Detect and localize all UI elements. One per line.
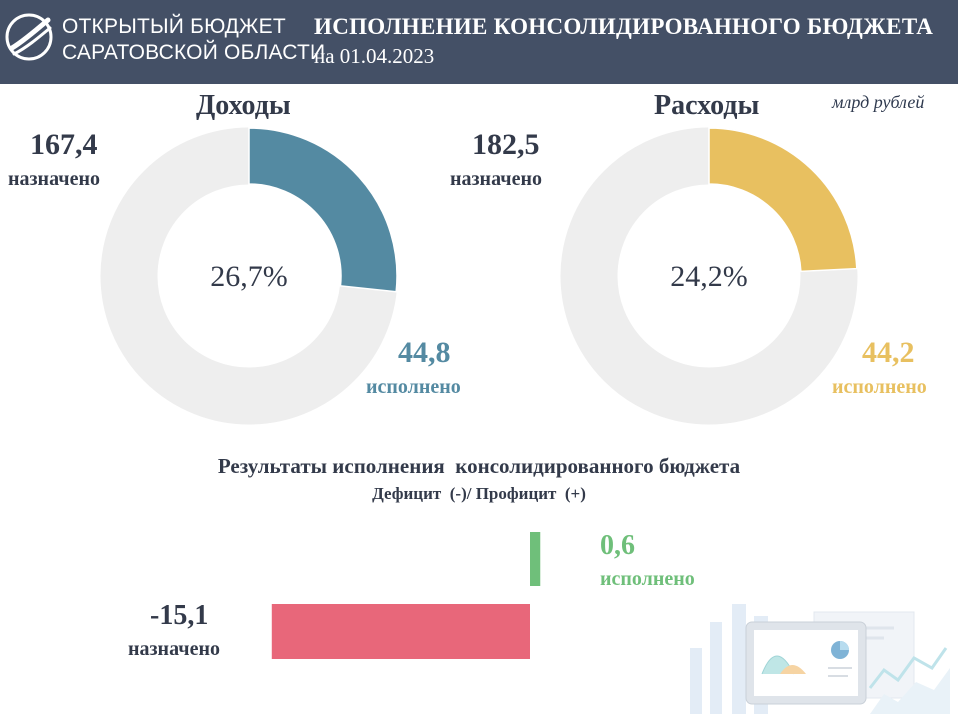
expense-executed-value: 44,2 bbox=[862, 336, 915, 369]
deficit-label: назначено bbox=[128, 638, 220, 660]
income-title: Доходы bbox=[196, 90, 291, 121]
open-budget-logo-icon bbox=[5, 13, 53, 61]
surplus-label: исполнено bbox=[600, 568, 695, 590]
report-date: на 01.04.2023 bbox=[314, 44, 435, 68]
surplus-value: 0,6 bbox=[600, 530, 635, 561]
expense-planned-value: 182,5 bbox=[472, 128, 540, 161]
expense-planned-label: назначено bbox=[450, 168, 542, 190]
logo-line-1: ОТКРЫТЫЙ БЮДЖЕТ bbox=[62, 15, 286, 38]
logo-line-2: САРАТОВСКОЙ ОБЛАСТИ bbox=[62, 41, 326, 64]
logo-text: ОТКРЫТЫЙ БЮДЖЕТ САРАТОВСКОЙ ОБЛАСТИ bbox=[62, 14, 325, 66]
results-title: Результаты исполнения консолидированного… bbox=[217, 454, 741, 478]
header-banner: ОТКРЫТЫЙ БЮДЖЕТ САРАТОВСКОЙ ОБЛАСТИ ИСПО… bbox=[0, 0, 958, 84]
expense-executed-slice bbox=[708, 127, 858, 273]
expense-executed-label: исполнено bbox=[832, 376, 927, 398]
income-executed-slice bbox=[248, 127, 398, 293]
results-subtitle: Дефицит (-)/ Профицит (+) bbox=[372, 484, 586, 503]
income-planned-label: назначено bbox=[8, 168, 100, 190]
surplus-bar bbox=[530, 532, 541, 586]
income-planned-value: 167,4 bbox=[30, 128, 98, 161]
expense-percent: 24,2% bbox=[670, 260, 748, 293]
expense-donut: 24,2% bbox=[560, 127, 858, 425]
income-donut: 26,7% bbox=[100, 127, 398, 425]
page-title: ИСПОЛНЕНИЕ КОНСОЛИДИРОВАННОГО БЮДЖЕТА bbox=[314, 14, 934, 39]
income-percent: 26,7% bbox=[210, 260, 288, 293]
analytics-illustration-icon bbox=[690, 604, 950, 714]
expense-title: Расходы bbox=[654, 90, 760, 121]
income-executed-value: 44,8 bbox=[398, 336, 451, 369]
deficit-value: -15,1 bbox=[150, 600, 209, 631]
income-executed-label: исполнено bbox=[366, 376, 461, 398]
donut-charts: 26,7% 24,2% bbox=[100, 127, 858, 425]
unit-label: млрд рублей bbox=[832, 92, 925, 112]
deficit-bar bbox=[271, 604, 530, 659]
